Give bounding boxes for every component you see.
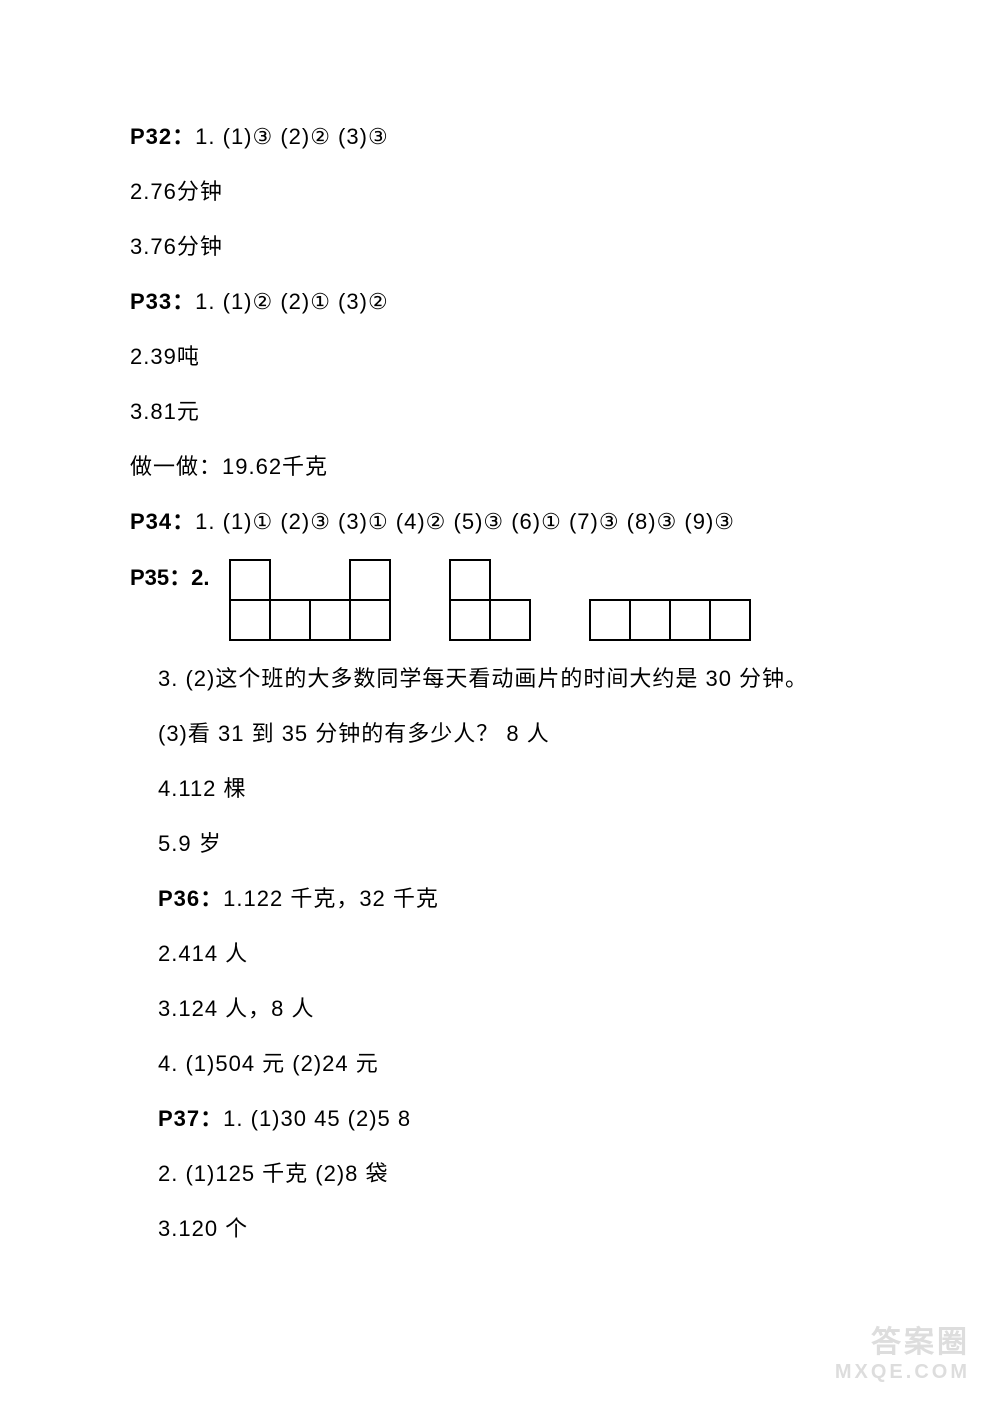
line-6: 3.81元 bbox=[130, 395, 870, 428]
shape-2 bbox=[450, 560, 530, 640]
label-p33: P33： bbox=[130, 289, 195, 314]
grid-cell bbox=[589, 599, 631, 641]
grid-cell bbox=[349, 559, 391, 601]
shape-3 bbox=[590, 600, 750, 640]
document-page: P32：1. (1)③ (2)② (3)③ 2.76分钟 3.76分钟 P33：… bbox=[0, 0, 1000, 1245]
line-p34: P34：1. (1)① (2)③ (3)① (4)② (5)③ (6)① (7)… bbox=[130, 505, 870, 538]
grid-cell bbox=[229, 599, 271, 641]
text-p37: 1. (1)30 45 (2)5 8 bbox=[223, 1106, 411, 1131]
label-p34: P34： bbox=[130, 509, 195, 534]
line-20: 3.120 个 bbox=[130, 1212, 870, 1245]
line-p37: P37：1. (1)30 45 (2)5 8 bbox=[130, 1102, 870, 1135]
grid-cell bbox=[709, 599, 751, 641]
grid-cell bbox=[269, 599, 311, 641]
grid-cell bbox=[449, 559, 491, 601]
watermark: 答案圈 MXQE.COM bbox=[835, 1317, 970, 1384]
line-12: 4.112 棵 bbox=[130, 772, 870, 805]
line-p32: P32：1. (1)③ (2)② (3)③ bbox=[130, 120, 870, 153]
shapes-container bbox=[230, 560, 871, 640]
line-2: 2.76分钟 bbox=[130, 175, 870, 208]
text-p36: 1.122 千克，32 千克 bbox=[223, 886, 439, 911]
label-p35: P35：2. bbox=[130, 560, 210, 592]
label-p37: P37： bbox=[158, 1106, 223, 1131]
line-19: 2. (1)125 千克 (2)8 袋 bbox=[130, 1157, 870, 1190]
text-p32: 1. (1)③ (2)② (3)③ bbox=[195, 124, 389, 149]
grid-cell bbox=[309, 599, 351, 641]
line-16: 3.124 人，8 人 bbox=[130, 992, 870, 1025]
grid-cell bbox=[229, 559, 271, 601]
line-17: 4. (1)504 元 (2)24 元 bbox=[130, 1047, 870, 1080]
line-13: 5.9 岁 bbox=[130, 827, 870, 860]
line-p36: P36：1.122 千克，32 千克 bbox=[130, 882, 870, 915]
line-11: (3)看 31 到 35 分钟的有多少人？ 8 人 bbox=[130, 717, 870, 750]
line-5: 2.39吨 bbox=[130, 340, 870, 373]
grid-cell bbox=[489, 599, 531, 641]
label-p36: P36： bbox=[158, 886, 223, 911]
line-p33: P33：1. (1)② (2)① (3)② bbox=[130, 285, 870, 318]
grid-cell bbox=[669, 599, 711, 641]
line-7: 做一做：19.62千克 bbox=[130, 450, 870, 483]
text-p33: 1. (1)② (2)① (3)② bbox=[195, 289, 389, 314]
watermark-bottom: MXQE.COM bbox=[835, 1361, 970, 1384]
grid-cell bbox=[349, 599, 391, 641]
shape-1 bbox=[230, 560, 390, 640]
line-3: 3.76分钟 bbox=[130, 230, 870, 263]
line-15: 2.414 人 bbox=[130, 937, 870, 970]
grid-cell bbox=[449, 599, 491, 641]
label-p32: P32： bbox=[130, 124, 195, 149]
line-10: 3. (2)这个班的大多数同学每天看动画片的时间大约是 30 分钟。 bbox=[130, 662, 870, 695]
diagram-row-p35: P35：2. bbox=[130, 560, 870, 640]
text-p34: 1. (1)① (2)③ (3)① (4)② (5)③ (6)① (7)③ (8… bbox=[195, 509, 735, 534]
watermark-top: 答案圈 bbox=[835, 1317, 970, 1361]
grid-cell bbox=[629, 599, 671, 641]
